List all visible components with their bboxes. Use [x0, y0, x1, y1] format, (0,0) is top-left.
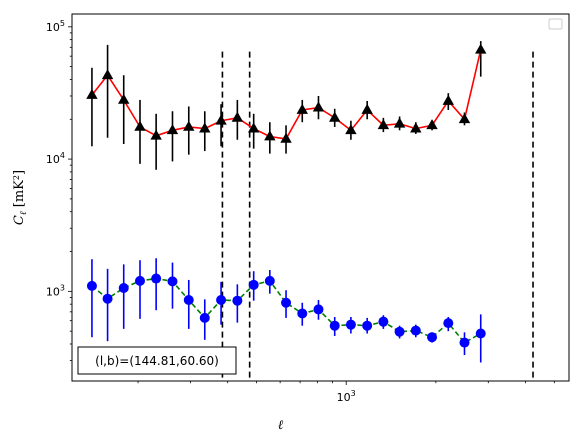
point-0-14 [312, 101, 325, 112]
point-1-2 [118, 283, 129, 294]
x-tick-label-0: 103 [337, 389, 356, 404]
point-0-0 [86, 88, 98, 99]
point-0-23 [458, 113, 471, 124]
point-1-3 [134, 275, 145, 286]
point-0-1 [101, 69, 114, 80]
point-1-1 [102, 293, 113, 304]
point-0-9 [231, 111, 244, 122]
y-tick-label-1: 104 [46, 151, 65, 166]
point-0-18 [377, 119, 390, 130]
point-1-19 [394, 326, 405, 337]
point-1-9 [232, 295, 243, 306]
point-1-12 [281, 297, 292, 308]
point-0-20 [410, 122, 422, 133]
point-0-12 [280, 132, 292, 143]
point-0-13 [296, 103, 308, 114]
point-0-3 [134, 120, 146, 131]
x-axis-label: ℓ [278, 418, 284, 433]
annotation-box [77, 346, 237, 375]
point-1-24 [475, 328, 486, 339]
point-1-16 [345, 319, 356, 330]
point-0-5 [166, 124, 179, 135]
plot-frame [71, 13, 570, 382]
legend-box [548, 18, 563, 30]
point-0-10 [247, 122, 260, 133]
point-0-22 [442, 94, 454, 105]
point-0-11 [264, 130, 276, 141]
point-0-19 [393, 117, 406, 128]
point-0-2 [118, 93, 130, 104]
point-0-17 [361, 103, 373, 114]
point-1-21 [427, 332, 438, 343]
point-1-14 [313, 304, 324, 315]
point-1-5 [167, 276, 178, 287]
point-0-24 [475, 43, 487, 54]
annotation-text: (l,b)=(144.81,60.60) [95, 354, 219, 368]
y-tick-label-2: 105 [46, 19, 65, 34]
point-1-4 [151, 273, 162, 284]
point-1-22 [443, 318, 454, 329]
point-0-8 [215, 114, 227, 125]
point-1-6 [183, 295, 194, 306]
point-1-20 [410, 325, 421, 336]
axes-layer: 103 104 105 103 ℓ Cℓ [mK2] (l,b)=(144.81,60.60… [12, 13, 570, 433]
point-1-15 [329, 320, 340, 331]
point-0-6 [183, 120, 195, 131]
point-1-0 [86, 280, 97, 291]
point-1-17 [362, 320, 373, 331]
series-0 [86, 41, 487, 170]
point-1-8 [216, 295, 227, 306]
series-1 [86, 258, 486, 363]
series-layer [86, 41, 534, 381]
point-1-23 [459, 337, 470, 348]
point-1-13 [297, 308, 308, 319]
point-0-15 [329, 111, 341, 122]
point-1-7 [199, 312, 210, 323]
point-0-21 [426, 119, 438, 130]
point-0-16 [345, 124, 357, 135]
point-1-10 [248, 279, 259, 290]
point-1-11 [264, 275, 275, 286]
y-axis-label: Cℓ [mK2] [12, 170, 29, 225]
y-tick-label-0: 103 [46, 283, 65, 298]
point-1-18 [378, 316, 389, 327]
point-0-7 [199, 122, 211, 133]
point-0-4 [150, 129, 162, 140]
